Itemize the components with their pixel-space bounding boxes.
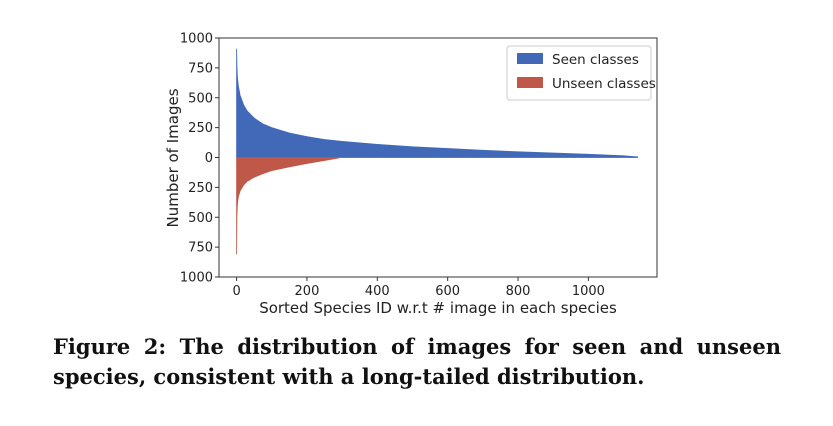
legend-swatch-seen bbox=[517, 53, 543, 64]
x-tick-label: 0 bbox=[232, 284, 240, 299]
series-layer bbox=[236, 48, 639, 255]
legend-swatch-unseen bbox=[517, 77, 543, 88]
y-ticks: 1000 750 500 250 0 250 500 750 1000 bbox=[180, 32, 219, 286]
x-tick-label: 200 bbox=[295, 284, 320, 299]
cut-off-body-text bbox=[53, 412, 781, 426]
y-tick-label: 1000 bbox=[180, 32, 213, 47]
x-tick-label: 600 bbox=[435, 284, 460, 299]
series-area-seen bbox=[236, 48, 639, 158]
y-tick-label: 250 bbox=[188, 181, 213, 196]
x-axis-label: Sorted Species ID w.r.t # image in each … bbox=[259, 299, 617, 317]
legend: Seen classes Unseen classes bbox=[506, 45, 656, 101]
chart: 1000 750 500 250 0 250 500 750 1000 0 200 400 600 80… bbox=[164, 32, 658, 317]
y-tick-label: 750 bbox=[188, 241, 213, 256]
x-ticks: 0 200 400 600 800 1000 bbox=[232, 277, 605, 299]
x-tick-label: 1000 bbox=[572, 284, 605, 299]
x-tick-label: 400 bbox=[365, 284, 390, 299]
legend-label-seen: Seen classes bbox=[552, 52, 639, 68]
y-axis-label: Number of Images bbox=[164, 88, 182, 227]
y-tick-label: 1000 bbox=[180, 271, 213, 286]
series-area-unseen bbox=[236, 157, 340, 255]
y-tick-label: 0 bbox=[205, 151, 213, 166]
y-tick-label: 250 bbox=[188, 121, 213, 136]
x-tick-label: 800 bbox=[506, 284, 531, 299]
y-tick-label: 500 bbox=[188, 211, 213, 226]
figure-caption: Figure 2: The distribution of images for… bbox=[53, 334, 781, 389]
y-tick-label: 750 bbox=[188, 61, 213, 76]
y-tick-label: 500 bbox=[188, 91, 213, 106]
legend-label-unseen: Unseen classes bbox=[552, 76, 656, 92]
